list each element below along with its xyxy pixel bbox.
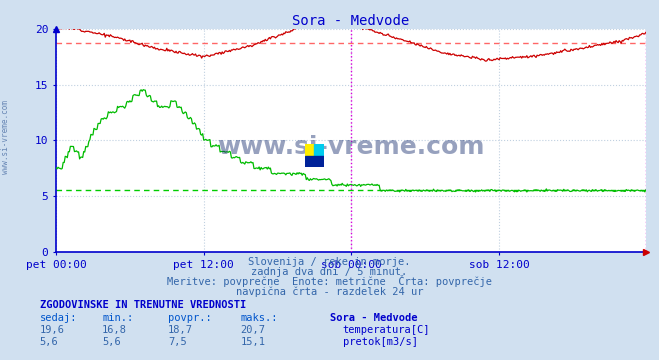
Bar <box>305 144 314 156</box>
Text: 20,7: 20,7 <box>241 325 266 335</box>
Text: 15,1: 15,1 <box>241 337 266 347</box>
Text: 19,6: 19,6 <box>40 325 65 335</box>
Text: www.si-vreme.com: www.si-vreme.com <box>217 135 484 159</box>
Text: navpična črta - razdelek 24 ur: navpična črta - razdelek 24 ur <box>236 286 423 297</box>
Text: 5,6: 5,6 <box>102 337 121 347</box>
Text: sedaj:: sedaj: <box>40 313 77 323</box>
Text: 5,6: 5,6 <box>40 337 58 347</box>
Text: maks.:: maks.: <box>241 313 278 323</box>
Text: 7,5: 7,5 <box>168 337 186 347</box>
Bar <box>305 156 324 167</box>
Text: Meritve: povprečne  Enote: metrične  Črta: povprečje: Meritve: povprečne Enote: metrične Črta:… <box>167 275 492 287</box>
Text: zadnja dva dni / 5 minut.: zadnja dva dni / 5 minut. <box>251 267 408 277</box>
Title: Sora - Medvode: Sora - Medvode <box>293 14 409 28</box>
Text: 18,7: 18,7 <box>168 325 193 335</box>
Text: Sora - Medvode: Sora - Medvode <box>330 313 417 323</box>
Text: min.:: min.: <box>102 313 133 323</box>
Text: pretok[m3/s]: pretok[m3/s] <box>343 337 418 347</box>
Text: povpr.:: povpr.: <box>168 313 212 323</box>
Text: temperatura[C]: temperatura[C] <box>343 325 430 335</box>
Text: www.si-vreme.com: www.si-vreme.com <box>1 100 10 174</box>
Text: Slovenija / reke in morje.: Slovenija / reke in morje. <box>248 257 411 267</box>
Text: 16,8: 16,8 <box>102 325 127 335</box>
Text: ZGODOVINSKE IN TRENUTNE VREDNOSTI: ZGODOVINSKE IN TRENUTNE VREDNOSTI <box>40 300 246 310</box>
Bar <box>314 144 324 156</box>
